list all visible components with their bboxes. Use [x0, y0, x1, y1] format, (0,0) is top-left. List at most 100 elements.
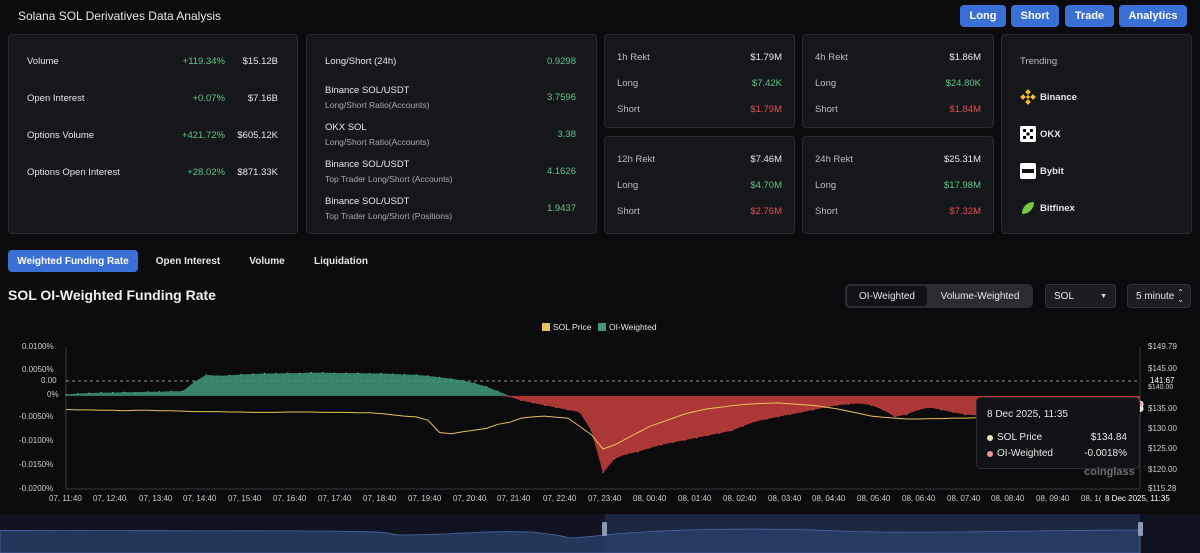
x-tick-label: 07, 20:40 [453, 494, 486, 503]
funding-point [602, 472, 603, 473]
funding-point [661, 444, 662, 445]
funding-point [462, 380, 463, 381]
funding-point [567, 409, 568, 410]
funding-point [112, 392, 113, 393]
funding-point [474, 383, 475, 384]
funding-point [871, 405, 872, 406]
x-tick-label: 07, 14:40 [183, 494, 216, 503]
funding-point [836, 405, 837, 406]
funding-point [486, 386, 487, 387]
funding-point [241, 374, 242, 375]
funding-point [299, 373, 300, 374]
x-tick-label: 08, 04:40 [812, 494, 845, 503]
funding-point [649, 447, 650, 448]
funding-point [684, 440, 685, 441]
tooltip-row-funding: OI-Weighted [987, 448, 1053, 459]
funding-point [626, 454, 627, 455]
x-tick-label: 07, 15:40 [228, 494, 261, 503]
funding-point [206, 374, 207, 375]
funding-point [894, 416, 895, 417]
funding-point [427, 375, 428, 376]
funding-point [124, 392, 125, 393]
funding-point [579, 412, 580, 413]
x-tick-label: 07, 19:40 [408, 494, 441, 503]
funding-point [532, 402, 533, 403]
funding-point [77, 393, 78, 394]
funding-point [801, 412, 802, 413]
funding-point [719, 433, 720, 434]
funding-point [65, 394, 66, 395]
funding-point [883, 409, 884, 410]
funding-point [859, 403, 860, 404]
funding-point [754, 421, 755, 422]
x-tick-label: 08, 09:40 [1036, 494, 1069, 503]
x-tick-label: 07, 22:40 [543, 494, 576, 503]
x-tick-label: 08, 05:40 [857, 494, 890, 503]
funding-point [953, 412, 954, 413]
x-tick-label: 08, 00:40 [633, 494, 666, 503]
x-tick-label: 07, 16:40 [273, 494, 306, 503]
funding-point [789, 414, 790, 415]
funding-point [614, 458, 615, 459]
funding-point [848, 404, 849, 405]
funding-point [778, 416, 779, 417]
funding-point [766, 419, 767, 420]
funding-point [813, 409, 814, 410]
x-tick-label: 07, 23:40 [588, 494, 621, 503]
funding-point [672, 442, 673, 443]
funding-point [521, 400, 522, 401]
funding-point [229, 375, 230, 376]
funding-point [264, 373, 265, 374]
funding-point [369, 373, 370, 374]
x-tick-label: 08, 06:40 [902, 494, 935, 503]
funding-point [159, 391, 160, 392]
funding-point [357, 373, 358, 374]
funding-point [509, 396, 510, 397]
tooltip-row-price: SOL Price [987, 432, 1042, 443]
funding-point [381, 373, 382, 374]
funding-point [404, 374, 405, 375]
funding-positive-area [66, 373, 1140, 396]
funding-point [929, 407, 930, 408]
tooltip-label: SOL Price [997, 432, 1042, 443]
funding-point [591, 430, 592, 431]
navigator-handle-left [602, 522, 607, 536]
tooltip-date: 8 Dec 2025, 11:35 [987, 409, 1068, 420]
x-tick-label: 08, 02:40 [723, 494, 756, 503]
funding-point [451, 378, 452, 379]
tooltip-value: $134.84 [1091, 432, 1127, 443]
x-tick-label: 07, 21:40 [497, 494, 530, 503]
x-tick-label: 08, 01:40 [678, 494, 711, 503]
funding-point [147, 391, 148, 392]
funding-point [906, 414, 907, 415]
x-tick-label: 08, 08:40 [991, 494, 1024, 503]
tooltip-dot [987, 435, 993, 441]
funding-point [346, 373, 347, 374]
x-tick-label: 07, 18:40 [363, 494, 396, 503]
funding-point [637, 451, 638, 452]
funding-point [171, 391, 172, 392]
funding-point [135, 392, 136, 393]
funding-point [334, 373, 335, 374]
tooltip-dot [987, 451, 993, 457]
tooltip-value: -0.0018% [1084, 448, 1127, 459]
navigator-handle-right [1138, 522, 1143, 536]
x-tick-label: 08, 07:40 [947, 494, 980, 503]
funding-point [252, 373, 253, 374]
funding-point [544, 405, 545, 406]
x-tick-label: 8 Dec 2025, 11:35 [1105, 494, 1170, 503]
funding-point [194, 381, 195, 382]
x-tick-label: 07, 13:40 [139, 494, 172, 503]
funding-point [964, 414, 965, 415]
funding-point [287, 373, 288, 374]
x-tick-label: 07, 17:40 [318, 494, 351, 503]
funding-point [276, 373, 277, 374]
funding-point [743, 426, 744, 427]
funding-point [941, 409, 942, 410]
funding-point [497, 391, 498, 392]
chart-tooltip: 8 Dec 2025, 11:35 SOL Price $134.84 OI-W… [976, 397, 1140, 469]
tooltip-label: OI-Weighted [997, 448, 1053, 459]
funding-point [100, 392, 101, 393]
funding-point [311, 372, 312, 373]
